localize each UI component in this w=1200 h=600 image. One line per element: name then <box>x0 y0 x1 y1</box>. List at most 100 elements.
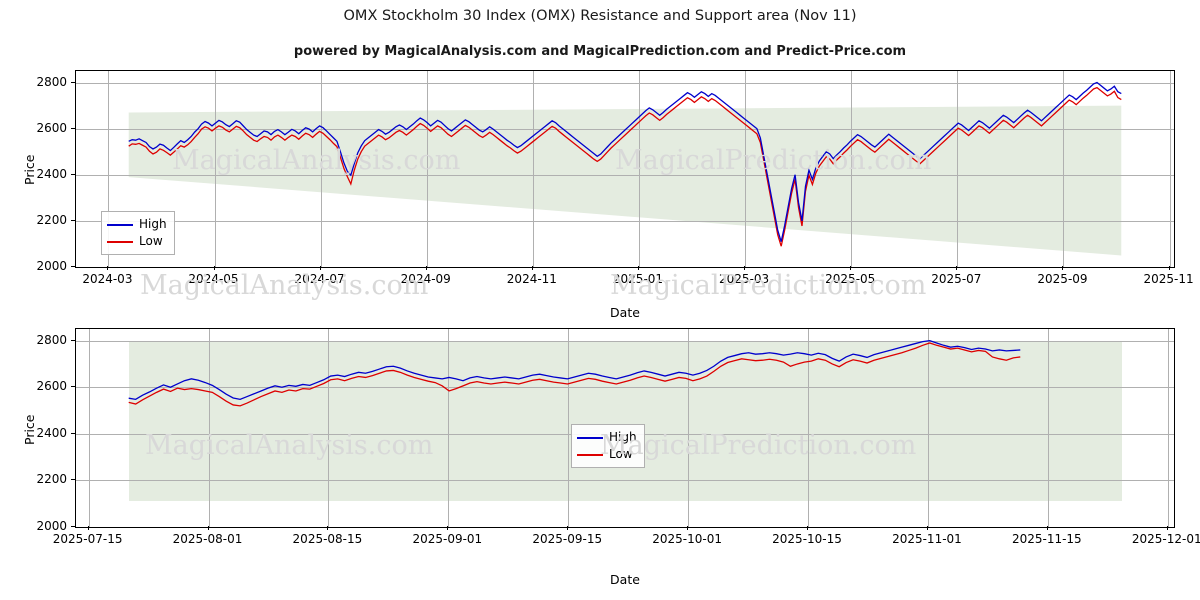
support-resistance-band <box>128 105 1122 256</box>
y-tick-label: 2400 <box>36 425 67 440</box>
gridline-vertical <box>88 329 90 527</box>
x-tick-mark <box>319 266 321 270</box>
gridline-horizontal <box>76 480 1174 482</box>
y-tick-label: 2600 <box>36 120 67 135</box>
x-tick-mark <box>1046 526 1048 530</box>
x-tick-mark <box>850 266 852 270</box>
gridline-horizontal <box>76 387 1174 389</box>
chart-legend[interactable]: High Low <box>101 211 175 255</box>
x-tick-label: 2024-11 <box>506 272 557 286</box>
gridline-vertical <box>957 71 959 267</box>
y-tick-mark <box>71 339 75 341</box>
lower-chart-panel: High Low Price Date <box>0 310 1200 600</box>
y-tick-mark <box>71 386 75 388</box>
legend-item[interactable]: High <box>577 429 637 446</box>
legend-item[interactable]: High <box>107 216 167 233</box>
x-tick-label: 2024-03 <box>82 272 133 286</box>
page-title: OMX Stockholm 30 Index (OMX) Resistance … <box>343 8 857 24</box>
legend-label: Low <box>139 234 163 248</box>
gridline-horizontal <box>76 82 1174 84</box>
gridline-vertical <box>1167 329 1169 527</box>
x-tick-label: 2025-11-15 <box>1011 532 1082 546</box>
x-tick-label: 2025-08-01 <box>172 532 243 546</box>
x-tick-mark <box>447 526 449 530</box>
y-tick-mark <box>71 526 75 527</box>
gridline-horizontal <box>76 220 1174 222</box>
gridline-vertical <box>1063 71 1065 267</box>
y-tick-label: 2000 <box>36 259 67 273</box>
gridline-vertical <box>1047 329 1049 527</box>
y-tick-label: 2800 <box>36 74 67 89</box>
upper-chart-panel: High Low Price Date <box>22 70 1175 320</box>
x-tick-label: 2025-09-01 <box>412 532 483 546</box>
legend-color-swatch <box>107 223 133 226</box>
gridline-vertical <box>108 71 110 267</box>
lower-x-axis-title: Date <box>610 572 640 587</box>
series-lines <box>128 339 1021 407</box>
x-tick-mark <box>87 526 89 530</box>
gridline-vertical <box>426 71 428 267</box>
x-tick-mark <box>207 526 209 530</box>
y-tick-mark <box>71 479 75 481</box>
x-tick-mark <box>1168 266 1170 270</box>
x-tick-mark <box>687 526 689 530</box>
x-tick-label: 2024-05 <box>188 272 239 286</box>
x-tick-mark <box>1166 526 1168 530</box>
x-tick-label: 2025-01 <box>612 272 664 286</box>
x-tick-mark <box>327 526 329 530</box>
y-tick-label: 2800 <box>36 332 67 347</box>
y-tick-mark <box>71 81 75 83</box>
gridline-vertical <box>851 71 853 267</box>
x-tick-label: 2025-03 <box>719 272 770 286</box>
x-tick-label: 2025-11-01 <box>892 532 962 546</box>
gridline-vertical <box>214 71 216 267</box>
x-tick-label: 2025-10-01 <box>652 532 722 546</box>
series-line-low <box>128 342 1021 407</box>
y-tick-mark <box>71 266 75 267</box>
gridline-horizontal <box>76 174 1174 176</box>
gridline-vertical <box>745 71 747 267</box>
x-tick-label: 2025-10-15 <box>772 532 842 546</box>
support-resistance-band <box>128 340 1123 502</box>
x-tick-label: 2025-09 <box>1037 272 1088 286</box>
x-tick-label: 2024-09 <box>400 272 451 286</box>
y-tick-mark <box>71 127 75 129</box>
series-line-low <box>128 86 1122 247</box>
lower-plot-area: High Low <box>75 328 1175 528</box>
x-tick-label: 2025-07-15 <box>52 532 123 546</box>
gridline-horizontal <box>76 267 1174 268</box>
x-tick-label: 2025-07 <box>931 272 982 286</box>
series-line-high <box>128 339 1021 401</box>
x-tick-mark <box>213 266 215 270</box>
gridline-vertical <box>532 71 534 267</box>
gridline-horizontal <box>76 340 1174 342</box>
chart-legend[interactable]: High Low <box>571 424 645 468</box>
legend-color-swatch <box>577 453 603 456</box>
x-tick-label: 2024-07 <box>294 272 345 286</box>
x-tick-label: 2025-12-01 <box>1131 532 1200 546</box>
y-tick-mark <box>71 173 75 175</box>
legend-color-swatch <box>577 436 603 439</box>
gridline-vertical <box>1169 71 1171 267</box>
gridline-horizontal <box>76 128 1174 130</box>
upper-plot-area: High Low <box>75 70 1175 268</box>
x-tick-mark <box>1062 266 1064 270</box>
x-tick-label: 2025-09-15 <box>532 532 603 546</box>
legend-item[interactable]: Low <box>577 446 637 463</box>
legend-label: High <box>139 217 167 231</box>
page-subtitle: powered by MagicalAnalysis.com and Magic… <box>293 44 907 59</box>
series-lines <box>128 81 1122 247</box>
legend-item[interactable]: Low <box>107 233 167 250</box>
x-tick-mark <box>425 266 427 270</box>
y-tick-label: 2200 <box>36 212 67 227</box>
legend-color-swatch <box>107 240 133 243</box>
gridline-vertical <box>638 71 640 267</box>
x-tick-mark <box>107 266 109 270</box>
series-line-high <box>128 81 1122 242</box>
x-tick-label: 2025-11 <box>1143 272 1194 286</box>
x-tick-mark <box>956 266 958 270</box>
y-tick-mark <box>71 219 75 221</box>
y-tick-label: 2400 <box>36 166 67 181</box>
x-tick-mark <box>531 266 533 270</box>
gridline-vertical <box>927 329 929 527</box>
